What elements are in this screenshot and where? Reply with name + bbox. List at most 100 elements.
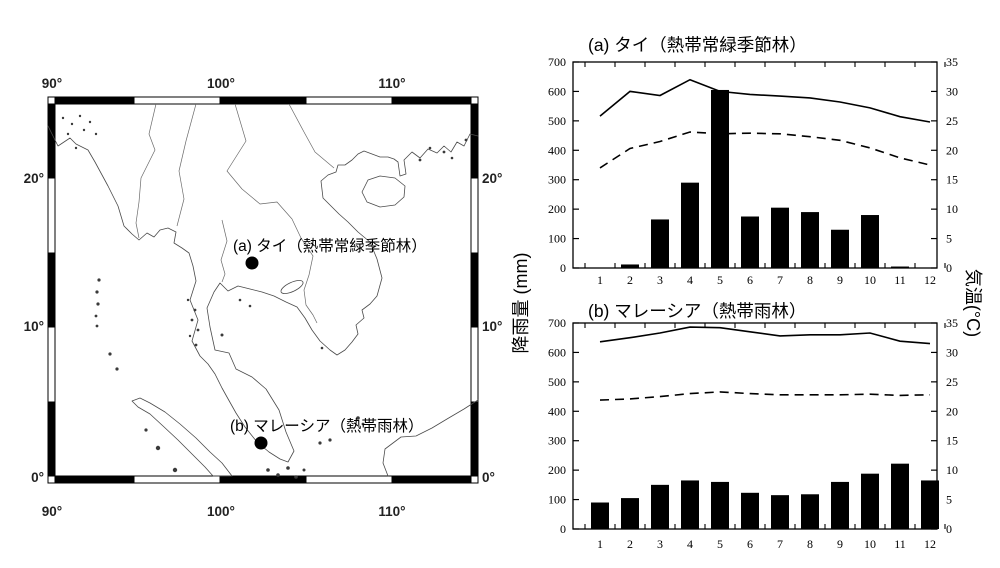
ytick-left-label: 200	[548, 463, 566, 477]
coastline-mainland	[47, 125, 479, 463]
temp-line-dashed	[599, 131, 931, 169]
lon-tick-bottom-100: 100°	[207, 504, 235, 519]
lat-tick-left-20: 20°	[24, 171, 44, 186]
ytick-left-label: 600	[548, 345, 566, 359]
chart-b: (b) マレーシア（熱帯雨林） 0 100 200 300 400 500 600 700 0 5 1…	[548, 301, 958, 551]
lat-tick-right-20: 20°	[482, 171, 502, 186]
precip-bar-month-11	[891, 463, 909, 529]
precip-bar-month-10	[861, 215, 879, 268]
xtick-label: 3	[657, 537, 663, 551]
precip-bar-month-7	[771, 495, 789, 529]
ytick-right-label: 10	[946, 463, 958, 477]
site-label-b: (b) マレーシア（熱帯雨林）	[230, 417, 423, 435]
lon-tick-top-110: 110°	[378, 76, 405, 91]
precip-bar-month-2	[621, 498, 639, 529]
ytick-left-label: 300	[548, 434, 566, 448]
coastline-borneo	[382, 399, 479, 477]
precip-bar-month-3	[651, 219, 669, 268]
coastline-sumatra	[131, 397, 233, 477]
precip-bar-month-10	[861, 473, 879, 529]
precip-bar-month-8	[801, 212, 819, 268]
ytick-left-label: 200	[548, 202, 566, 216]
ytick-right-label: 30	[946, 84, 958, 98]
xtick-label: 7	[777, 537, 783, 551]
precip-bar-month-7	[771, 207, 789, 268]
precip-bar-month-9	[831, 481, 849, 529]
ytick-right-label: 35	[946, 316, 958, 330]
ytick-right-label: 5	[946, 493, 952, 507]
river-red	[288, 103, 335, 169]
precip-bar-month-5	[711, 89, 729, 268]
ytick-left-label: 300	[548, 173, 566, 187]
temp-line-dashed	[599, 391, 931, 401]
ytick-right-label: 30	[946, 345, 958, 359]
precip-bar-month-9	[831, 229, 849, 268]
xtick-label: 11	[894, 537, 906, 551]
ytick-left-label: 100	[548, 232, 566, 246]
xtick-label: 9	[837, 537, 843, 551]
xtick-label: 4	[687, 273, 693, 287]
xtick-label: 3	[657, 273, 663, 287]
site-marker-b	[254, 436, 268, 450]
xtick-label: 8	[807, 273, 813, 287]
precip-bar-month-6	[741, 216, 759, 268]
ytick-right-label: 25	[946, 114, 958, 128]
map-coastlines	[47, 125, 479, 477]
precip-bar-month-6	[741, 492, 759, 529]
river-chao-phraya	[220, 219, 228, 283]
map: 90° 100° 110° 90° 100° 110° 20° 10° 0° 2…	[24, 76, 503, 519]
lon-tick-top-90: 90°	[42, 76, 62, 91]
xtick-label: 2	[627, 273, 633, 287]
xtick-label: 7	[777, 273, 783, 287]
precip-bar-month-12	[921, 480, 939, 529]
ytick-right-label: 20	[946, 404, 958, 418]
climate-charts: (a) タイ（熱帯常緑季節林）0100200300400500600700051…	[548, 35, 958, 551]
chart-title: (b) マレーシア（熱帯雨林）	[588, 301, 806, 321]
xtick-label: 1	[597, 537, 603, 551]
precip-bar-month-3	[651, 484, 669, 529]
temp-line-solid	[599, 326, 931, 345]
ytick-right-label: 0	[946, 522, 952, 536]
chart-title: (a) タイ（熱帯常緑季節林）	[588, 35, 807, 55]
ytick-left-label: 700	[548, 55, 566, 69]
xtick-label: 10	[864, 537, 876, 551]
site-marker-a	[245, 256, 259, 270]
lon-tick-bottom-90: 90°	[42, 504, 62, 519]
precip-bar-month-4	[681, 480, 699, 529]
river-mekong	[226, 103, 318, 324]
xtick-label: 11	[894, 273, 906, 287]
precip-bar-month-1	[591, 502, 609, 529]
xtick-label: 4	[687, 537, 693, 551]
lat-tick-left-0: 0°	[31, 470, 44, 485]
temp-line-solid	[599, 78, 931, 123]
xtick-label: 8	[807, 537, 813, 551]
lat-tick-right-0: 0°	[482, 470, 495, 485]
xtick-label: 5	[717, 537, 723, 551]
river-irrawaddy	[135, 103, 157, 239]
ytick-left-label: 400	[548, 404, 566, 418]
ytick-right-label: 10	[946, 202, 958, 216]
ytick-left-label: 500	[548, 114, 566, 128]
ytick-right-label: 15	[946, 173, 958, 187]
lon-tick-top-100: 100°	[207, 76, 235, 91]
ytick-right-label: 15	[946, 434, 958, 448]
lake-tonle-sap	[280, 280, 304, 294]
river-salween	[176, 103, 197, 227]
lon-tick-bottom-110: 110°	[378, 504, 405, 519]
y-axis-label-temperature: 気温(°C)	[963, 269, 983, 337]
map-sites: (a) タイ（熱帯常緑季節林） (b) マレーシア（熱帯雨林）	[230, 237, 427, 450]
xtick-label: 6	[747, 273, 753, 287]
ytick-right-label: 35	[946, 55, 958, 69]
ytick-right-label: 0	[946, 261, 952, 275]
xtick-label: 9	[837, 273, 843, 287]
xtick-label: 12	[924, 537, 936, 551]
ytick-right-label: 25	[946, 375, 958, 389]
ytick-left-label: 400	[548, 143, 566, 157]
ytick-left-label: 500	[548, 375, 566, 389]
ytick-left-label: 0	[560, 261, 566, 275]
coastline-hainan	[361, 175, 406, 208]
ytick-left-label: 0	[560, 522, 566, 536]
lat-tick-left-10: 10°	[24, 319, 44, 334]
